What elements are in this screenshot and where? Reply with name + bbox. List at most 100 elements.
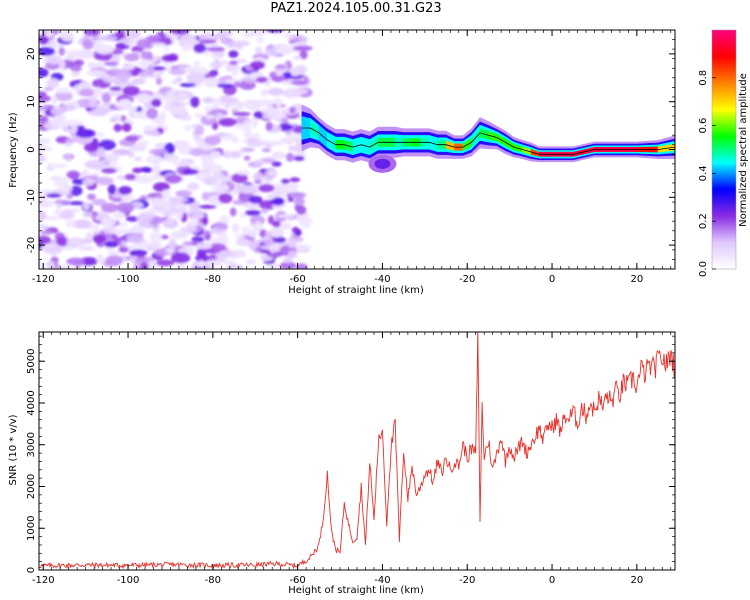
noise-cell bbox=[254, 221, 262, 230]
noise-cell bbox=[264, 49, 280, 57]
noise-cell bbox=[39, 46, 56, 56]
noise-cell bbox=[135, 175, 155, 184]
noise-cell bbox=[83, 142, 99, 152]
spectrogram-x-tick-label: -100 bbox=[117, 274, 140, 285]
noise-cell bbox=[170, 30, 190, 35]
spectrogram-y-label: Frequency (Hz) bbox=[8, 112, 19, 188]
spectrogram-x-tick-label: 20 bbox=[630, 274, 643, 285]
noise-cell bbox=[218, 193, 233, 204]
noise-cell bbox=[187, 182, 200, 191]
noise-cell bbox=[124, 53, 140, 62]
noise-cell bbox=[87, 109, 108, 117]
noise-cell bbox=[287, 145, 306, 152]
noise-cell bbox=[180, 34, 197, 45]
noise-cell bbox=[231, 223, 240, 233]
noise-cell bbox=[195, 254, 210, 263]
noise-cell bbox=[195, 242, 213, 250]
noise-cell bbox=[176, 140, 190, 148]
noise-cell bbox=[101, 203, 119, 213]
noise-cell bbox=[41, 244, 60, 248]
noise-cell bbox=[39, 152, 44, 163]
noise-cell bbox=[252, 132, 260, 141]
noise-cell bbox=[229, 103, 246, 108]
noise-cell bbox=[243, 132, 254, 138]
noise-cell bbox=[136, 93, 152, 104]
noise-cell bbox=[180, 115, 192, 121]
noise-cell bbox=[117, 70, 132, 81]
noise-cell bbox=[60, 264, 72, 269]
noise-cell bbox=[79, 257, 98, 266]
snr-x-tick-label: -60 bbox=[289, 575, 305, 586]
noise-cell bbox=[101, 217, 117, 227]
noise-cell bbox=[247, 229, 258, 238]
noise-cell bbox=[39, 137, 49, 144]
noise-cell bbox=[266, 263, 282, 269]
noise-cell bbox=[66, 257, 86, 266]
noise-cell bbox=[94, 39, 103, 51]
noise-cell bbox=[272, 97, 282, 104]
noise-cell bbox=[139, 262, 149, 269]
noise-cell bbox=[287, 250, 298, 259]
noise-cell bbox=[87, 193, 96, 201]
noise-cell bbox=[237, 184, 258, 194]
noise-cell bbox=[189, 148, 205, 157]
noise-cell bbox=[205, 114, 215, 120]
noise-cell bbox=[259, 229, 267, 238]
noise-cell bbox=[271, 153, 291, 158]
noise-cell bbox=[39, 35, 49, 45]
noise-cell bbox=[85, 70, 106, 77]
noise-cell bbox=[171, 252, 191, 264]
noise-cell bbox=[236, 170, 251, 176]
noise-cell bbox=[231, 136, 239, 144]
colorbar-label: Normalized spectral amplitude bbox=[738, 73, 749, 227]
noise-cell bbox=[279, 261, 297, 269]
noise-cell bbox=[72, 219, 92, 229]
noise-cell bbox=[53, 115, 67, 122]
noise-cell bbox=[201, 97, 216, 104]
spectrogram-y-tick-label: -20 bbox=[26, 237, 37, 253]
snr-x-tick-label: -20 bbox=[459, 575, 475, 586]
noise-cell bbox=[277, 123, 293, 131]
noise-cell bbox=[146, 108, 158, 119]
noise-cell bbox=[218, 250, 237, 257]
noise-cell bbox=[265, 106, 277, 116]
noise-cell bbox=[97, 35, 118, 41]
noise-cell bbox=[243, 155, 251, 161]
noise-cell bbox=[110, 113, 122, 123]
noise-cell bbox=[101, 167, 117, 174]
noise-cell bbox=[45, 193, 62, 198]
noise-cell bbox=[112, 149, 131, 156]
noise-cell bbox=[113, 228, 133, 235]
noise-cell bbox=[104, 241, 119, 248]
snr-x-label: Height of straight line (km) bbox=[288, 585, 424, 596]
noise-cell bbox=[39, 146, 53, 152]
noise-cell bbox=[39, 94, 51, 103]
noise-cell bbox=[277, 213, 294, 219]
noise-cell bbox=[289, 192, 307, 199]
noise-cell bbox=[201, 157, 215, 167]
noise-cell bbox=[120, 240, 128, 247]
snr-y-tick-label: 3000 bbox=[26, 432, 37, 457]
noise-cell bbox=[260, 157, 276, 164]
noise-cell bbox=[201, 216, 209, 226]
noise-cell bbox=[165, 217, 175, 226]
noise-cell bbox=[96, 253, 104, 264]
noise-cell bbox=[68, 201, 85, 206]
noise-cell bbox=[82, 178, 95, 186]
spectrogram-y-tick-label: 0 bbox=[26, 146, 37, 152]
noise-cell bbox=[39, 106, 49, 111]
snr-y-tick-label: 0 bbox=[26, 567, 37, 573]
snr-x-tick-label: -40 bbox=[374, 575, 390, 586]
noise-cell bbox=[133, 261, 141, 269]
noise-cell bbox=[184, 125, 192, 131]
noise-cell bbox=[243, 103, 256, 109]
noise-cell bbox=[260, 208, 269, 214]
noise-cell bbox=[50, 106, 65, 116]
snr-x-tick-label: 0 bbox=[549, 575, 555, 586]
noise-cell bbox=[244, 209, 261, 216]
noise-cell bbox=[191, 212, 204, 220]
noise-cell bbox=[153, 182, 170, 192]
noise-cell bbox=[47, 78, 60, 89]
